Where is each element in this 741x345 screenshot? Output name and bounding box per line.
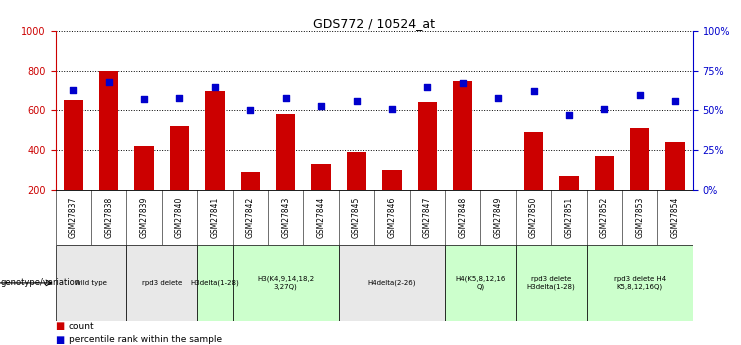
- Text: H4(K5,8,12,16
Q): H4(K5,8,12,16 Q): [455, 276, 505, 290]
- Bar: [524, 132, 543, 190]
- Point: [173, 95, 185, 100]
- Bar: [276, 114, 296, 190]
- Text: GSM27844: GSM27844: [316, 197, 325, 238]
- Bar: [170, 126, 189, 190]
- Point: [67, 87, 79, 92]
- Text: GSM27853: GSM27853: [635, 197, 644, 238]
- Point: [209, 84, 221, 89]
- Text: GSM27851: GSM27851: [565, 197, 574, 238]
- Bar: [418, 102, 437, 190]
- Text: GSM27849: GSM27849: [494, 197, 502, 238]
- Text: GSM27850: GSM27850: [529, 197, 538, 238]
- Point: [634, 92, 645, 97]
- Text: ■: ■: [56, 321, 64, 331]
- Text: GSM27846: GSM27846: [388, 197, 396, 238]
- Bar: [516, 245, 587, 321]
- Bar: [311, 164, 330, 190]
- Point: [280, 95, 292, 100]
- Bar: [134, 146, 154, 190]
- Bar: [382, 170, 402, 190]
- Text: GSM27837: GSM27837: [69, 197, 78, 238]
- Text: rpd3 delete
H3delta(1-28): rpd3 delete H3delta(1-28): [527, 276, 576, 290]
- Point: [563, 112, 575, 118]
- Text: count: count: [69, 322, 95, 331]
- Text: GSM27847: GSM27847: [423, 197, 432, 238]
- Title: GDS772 / 10524_at: GDS772 / 10524_at: [313, 17, 435, 30]
- Text: GSM27852: GSM27852: [599, 197, 609, 238]
- Text: rpd3 delete H4
K5,8,12,16Q): rpd3 delete H4 K5,8,12,16Q): [614, 276, 666, 290]
- Text: GSM27838: GSM27838: [104, 197, 113, 238]
- Text: percentile rank within the sample: percentile rank within the sample: [69, 335, 222, 344]
- Point: [350, 98, 362, 104]
- Text: genotype/variation: genotype/variation: [1, 278, 81, 287]
- Point: [456, 81, 468, 86]
- Bar: [64, 100, 83, 190]
- Bar: [594, 156, 614, 190]
- Text: GSM27848: GSM27848: [458, 197, 468, 238]
- Text: GSM27845: GSM27845: [352, 197, 361, 238]
- Text: H3(K4,9,14,18,2
3,27Q): H3(K4,9,14,18,2 3,27Q): [257, 276, 314, 290]
- Text: GSM27841: GSM27841: [210, 197, 219, 238]
- Bar: [587, 245, 693, 321]
- Text: GSM27842: GSM27842: [246, 197, 255, 238]
- Text: GSM27840: GSM27840: [175, 197, 184, 238]
- Point: [422, 84, 433, 89]
- Text: GSM27839: GSM27839: [139, 197, 149, 238]
- Bar: [99, 71, 119, 190]
- Text: ■: ■: [56, 335, 64, 345]
- Point: [315, 103, 327, 108]
- Bar: [241, 172, 260, 190]
- Point: [599, 106, 611, 111]
- Text: rpd3 delete: rpd3 delete: [142, 280, 182, 286]
- Text: wild type: wild type: [75, 280, 107, 286]
- Bar: [347, 152, 366, 190]
- Bar: [339, 245, 445, 321]
- Bar: [445, 245, 516, 321]
- Point: [245, 108, 256, 113]
- Point: [669, 98, 681, 104]
- Bar: [630, 128, 649, 190]
- Text: GSM27843: GSM27843: [281, 197, 290, 238]
- Bar: [56, 245, 127, 321]
- Bar: [197, 245, 233, 321]
- Bar: [205, 90, 225, 190]
- Text: GSM27854: GSM27854: [671, 197, 679, 238]
- Bar: [233, 245, 339, 321]
- Bar: [559, 176, 579, 190]
- Point: [386, 106, 398, 111]
- Text: H4delta(2-26): H4delta(2-26): [368, 280, 416, 286]
- Bar: [127, 245, 197, 321]
- Point: [492, 95, 504, 100]
- Point: [103, 79, 115, 85]
- Bar: [665, 142, 685, 190]
- Point: [138, 97, 150, 102]
- Text: H3delta(1-28): H3delta(1-28): [190, 280, 239, 286]
- Bar: [453, 81, 473, 190]
- Point: [528, 89, 539, 94]
